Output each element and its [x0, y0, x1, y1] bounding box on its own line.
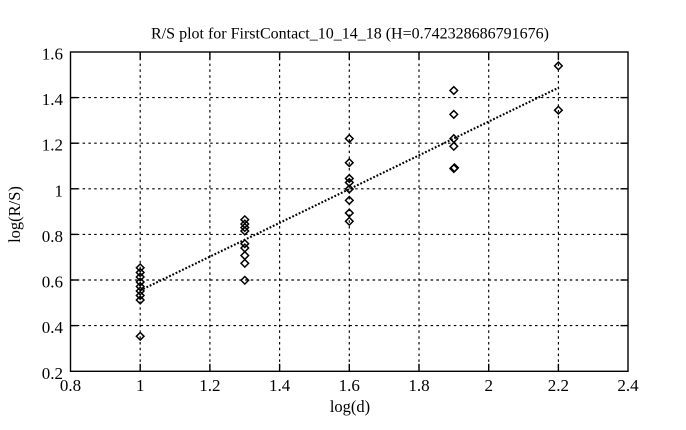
svg-text:2: 2	[484, 376, 493, 395]
svg-text:1: 1	[136, 376, 145, 395]
svg-text:1.2: 1.2	[42, 136, 63, 155]
svg-text:0.8: 0.8	[42, 227, 63, 246]
svg-text:1.4: 1.4	[269, 376, 291, 395]
svg-text:0.4: 0.4	[42, 318, 64, 337]
svg-text:1.6: 1.6	[339, 376, 360, 395]
svg-text:1.6: 1.6	[42, 45, 63, 64]
svg-text:2.4: 2.4	[617, 376, 639, 395]
svg-text:1.4: 1.4	[42, 90, 64, 109]
svg-text:1.2: 1.2	[199, 376, 220, 395]
svg-text:1.8: 1.8	[408, 376, 429, 395]
svg-text:0.2: 0.2	[42, 364, 63, 383]
svg-text:0.8: 0.8	[60, 376, 81, 395]
svg-text:R/S plot for FirstContact_10_1: R/S plot for FirstContact_10_14_18 (H=0.…	[151, 26, 549, 43]
svg-text:log(R/S): log(R/S)	[5, 186, 24, 243]
svg-text:2.2: 2.2	[548, 376, 569, 395]
svg-text:1: 1	[55, 181, 64, 200]
svg-text:0.6: 0.6	[42, 273, 63, 292]
svg-text:log(d): log(d)	[330, 397, 370, 416]
